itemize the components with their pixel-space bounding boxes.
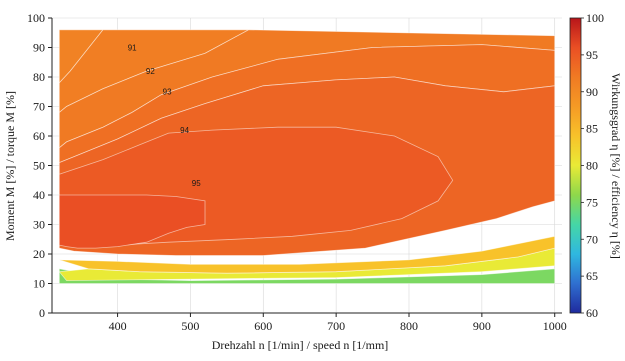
x-tick-label: 400 — [109, 319, 127, 333]
efficiency-region — [58, 194, 206, 249]
y-tick-label: 0 — [39, 306, 45, 320]
efficiency-regions — [58, 29, 556, 284]
contour-label: 93 — [163, 88, 172, 97]
colorbar-tick-label: 95 — [586, 48, 598, 62]
x-tick-label: 1000 — [543, 319, 567, 333]
axes: 0 10 20 30 40 50 60 70 80 90 100 400 500 600 700 800 900… — [27, 11, 567, 333]
colorbar-label: Wirkungsgrad η [%] / efficiency η [%] — [609, 73, 623, 259]
colorbar-tick-label: 100 — [586, 11, 604, 25]
contour-label: 92 — [146, 67, 155, 76]
contour-label: 91 — [128, 43, 137, 52]
x-axis-label: Drehzahl n [1/min] / speed n [1/mm] — [212, 338, 389, 352]
colorbar-tick-label: 85 — [586, 122, 598, 136]
x-tick-label: 700 — [327, 319, 345, 333]
colorbar: 60 65 70 75 80 85 90 95 100 — [569, 11, 604, 320]
x-tick-label: 600 — [254, 319, 272, 333]
y-tick-label: 60 — [33, 129, 45, 143]
colorbar-gradient — [569, 17, 582, 314]
efficiency-region — [59, 235, 556, 274]
y-tick-label: 40 — [33, 188, 45, 202]
contour-labels: 91 92 93 94 95 — [128, 43, 202, 188]
colorbar-tick-label: 60 — [586, 306, 598, 320]
y-tick-label: 80 — [33, 70, 45, 84]
colorbar-tick-label: 90 — [586, 85, 598, 99]
y-tick-label: 70 — [33, 100, 45, 114]
colorbar-tick-label: 75 — [586, 195, 598, 209]
x-tick-label: 800 — [400, 319, 418, 333]
contour-label: 95 — [192, 179, 201, 188]
y-tick-label: 90 — [33, 41, 45, 55]
y-tick-label: 50 — [33, 159, 45, 173]
x-tick-label: 900 — [473, 319, 491, 333]
y-tick-label: 10 — [33, 277, 45, 291]
contour-label: 94 — [180, 126, 189, 135]
colorbar-tick-label: 70 — [586, 232, 598, 246]
x-tick-label: 500 — [181, 319, 199, 333]
colorbar-tick-label: 80 — [586, 159, 598, 173]
y-tick-label: 100 — [27, 11, 45, 25]
y-tick-label: 30 — [33, 218, 45, 232]
y-tick-label: 20 — [33, 247, 45, 261]
colorbar-tick-label: 65 — [586, 269, 598, 283]
y-axis-label: Moment M [%] / torque M [%] — [3, 91, 17, 241]
